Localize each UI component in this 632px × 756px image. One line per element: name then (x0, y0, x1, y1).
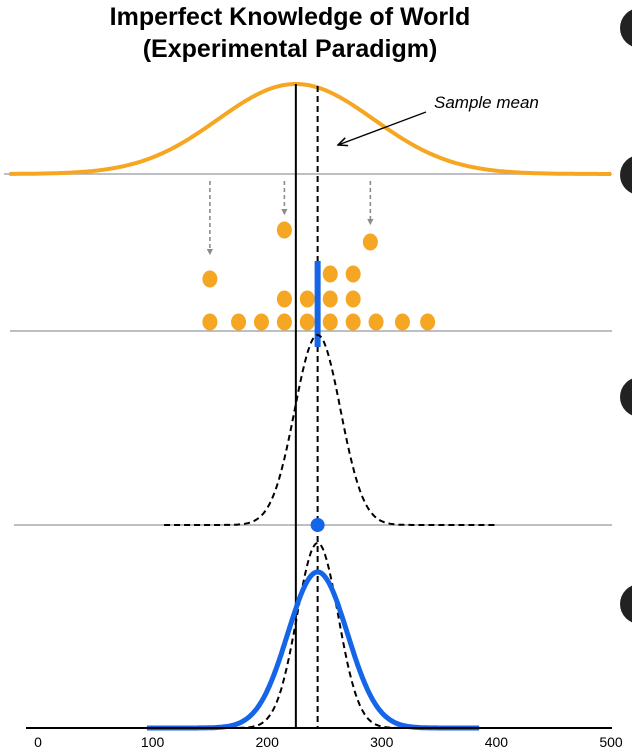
sample-dot (345, 265, 361, 283)
x-tick-label: 500 (599, 734, 623, 750)
sampling-distribution-curve (164, 333, 497, 526)
sample-dot (202, 313, 218, 331)
x-tick-label: 200 (256, 734, 280, 750)
x-tick-label: 100 (141, 734, 165, 750)
sample-dots-group (202, 221, 436, 331)
sample-mean-pointer-arrow (338, 111, 427, 145)
population-distribution-curve (9, 82, 611, 176)
bottom-dashed-curve (238, 541, 405, 729)
sampling-arrows (206, 181, 374, 256)
sample-dot (299, 290, 315, 308)
sample-dot (299, 313, 315, 331)
sample-dot (345, 290, 361, 308)
sample-dot (420, 313, 436, 331)
x-tick-label: 300 (370, 734, 394, 750)
sample-dot (394, 313, 410, 331)
sample-dot (362, 233, 378, 251)
panel-letters (620, 9, 632, 623)
panel-letter-a-badge (620, 9, 632, 47)
sample-dot (202, 270, 218, 288)
estimate-point (310, 518, 325, 532)
figure-title-line-2: (Experimental Paradigm) (142, 35, 438, 63)
x-tick-label: 0 (34, 734, 42, 750)
sample-dot (253, 313, 269, 331)
estimate-distribution-curve (146, 569, 480, 731)
sample-dot (231, 313, 247, 331)
sample-dot (276, 313, 292, 331)
panel-letter-c-badge (620, 378, 632, 416)
x-tick-label: 400 (485, 734, 509, 750)
sample-dot (322, 265, 338, 283)
x-axis-ticks: 0 100 200 300 400 500 (34, 734, 623, 750)
panel-letter-d-badge (620, 585, 632, 623)
panel-letter-b-badge (620, 156, 632, 194)
sample-dot (276, 221, 292, 239)
sample-dot (345, 313, 361, 331)
sample-dot (368, 313, 384, 331)
sample-dot (322, 290, 338, 308)
figure-title-line-1: Imperfect Knowledge of World (109, 3, 471, 31)
sample-dot (276, 290, 292, 308)
sample-mean-annotation: Sample mean (434, 93, 539, 112)
sample-dot (322, 313, 338, 331)
sample-mean-bar (314, 261, 321, 347)
